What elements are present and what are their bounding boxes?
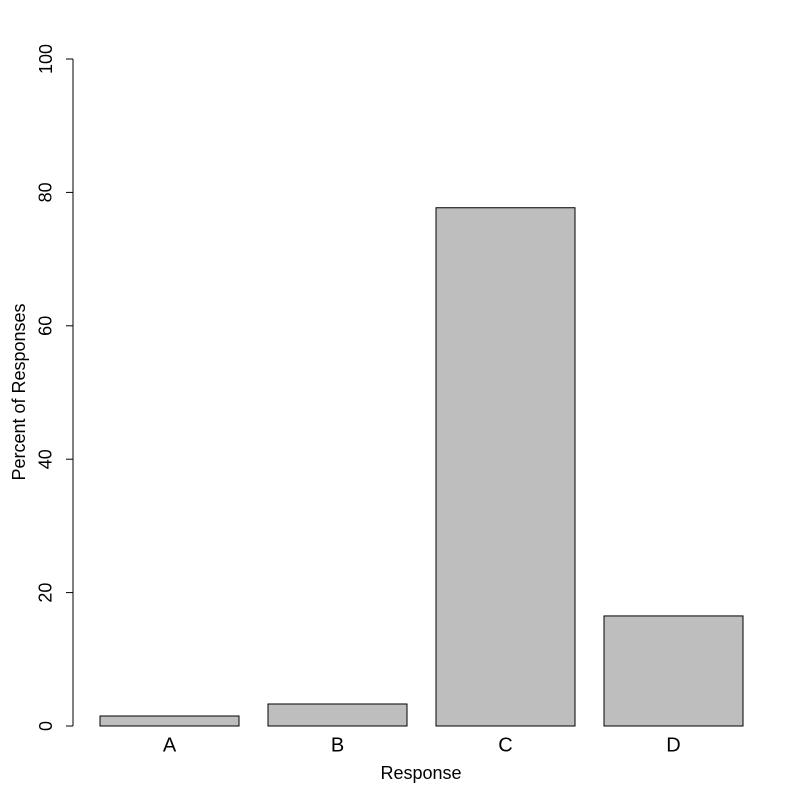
x-tick-label: D (666, 734, 680, 756)
y-tick-label: 60 (36, 316, 56, 336)
y-tick-label: 100 (36, 44, 56, 74)
bar (99, 715, 240, 727)
y-axis-title: Percent of Responses (9, 303, 29, 480)
bar (267, 703, 408, 727)
x-tick-label: A (163, 734, 177, 756)
y-tick-label: 0 (36, 721, 56, 731)
x-axis-title: Response (380, 763, 461, 783)
bar (603, 615, 744, 727)
x-tick-label: B (331, 734, 344, 756)
bar (435, 207, 576, 727)
y-tick-label: 20 (36, 583, 56, 603)
y-tick-label: 40 (36, 449, 56, 469)
y-tick-label: 80 (36, 182, 56, 202)
x-tick-label: C (498, 734, 512, 756)
